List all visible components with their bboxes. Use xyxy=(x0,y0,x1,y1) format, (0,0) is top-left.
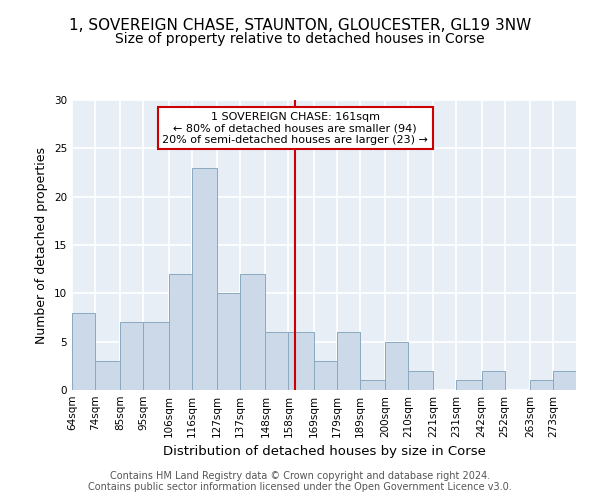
Bar xyxy=(217,294,240,390)
Bar xyxy=(457,380,482,390)
Text: 1 SOVEREIGN CHASE: 161sqm
← 80% of detached houses are smaller (94)
20% of semi-: 1 SOVEREIGN CHASE: 161sqm ← 80% of detac… xyxy=(162,112,428,145)
Y-axis label: Number of detached properties: Number of detached properties xyxy=(35,146,49,344)
Bar xyxy=(530,380,553,390)
Bar xyxy=(314,361,337,390)
Bar xyxy=(143,322,169,390)
X-axis label: Distribution of detached houses by size in Corse: Distribution of detached houses by size … xyxy=(163,446,485,458)
Bar xyxy=(121,322,143,390)
Bar xyxy=(72,312,95,390)
Bar xyxy=(240,274,265,390)
Bar xyxy=(169,274,191,390)
Bar xyxy=(265,332,289,390)
Text: 1, SOVEREIGN CHASE, STAUNTON, GLOUCESTER, GL19 3NW: 1, SOVEREIGN CHASE, STAUNTON, GLOUCESTER… xyxy=(69,18,531,32)
Bar xyxy=(191,168,217,390)
Bar xyxy=(482,370,505,390)
Bar xyxy=(553,370,576,390)
Bar xyxy=(289,332,314,390)
Bar xyxy=(408,370,433,390)
Bar xyxy=(95,361,121,390)
Text: Size of property relative to detached houses in Corse: Size of property relative to detached ho… xyxy=(115,32,485,46)
Bar xyxy=(359,380,385,390)
Bar xyxy=(337,332,359,390)
Text: Contains HM Land Registry data © Crown copyright and database right 2024.
Contai: Contains HM Land Registry data © Crown c… xyxy=(88,471,512,492)
Bar xyxy=(385,342,408,390)
